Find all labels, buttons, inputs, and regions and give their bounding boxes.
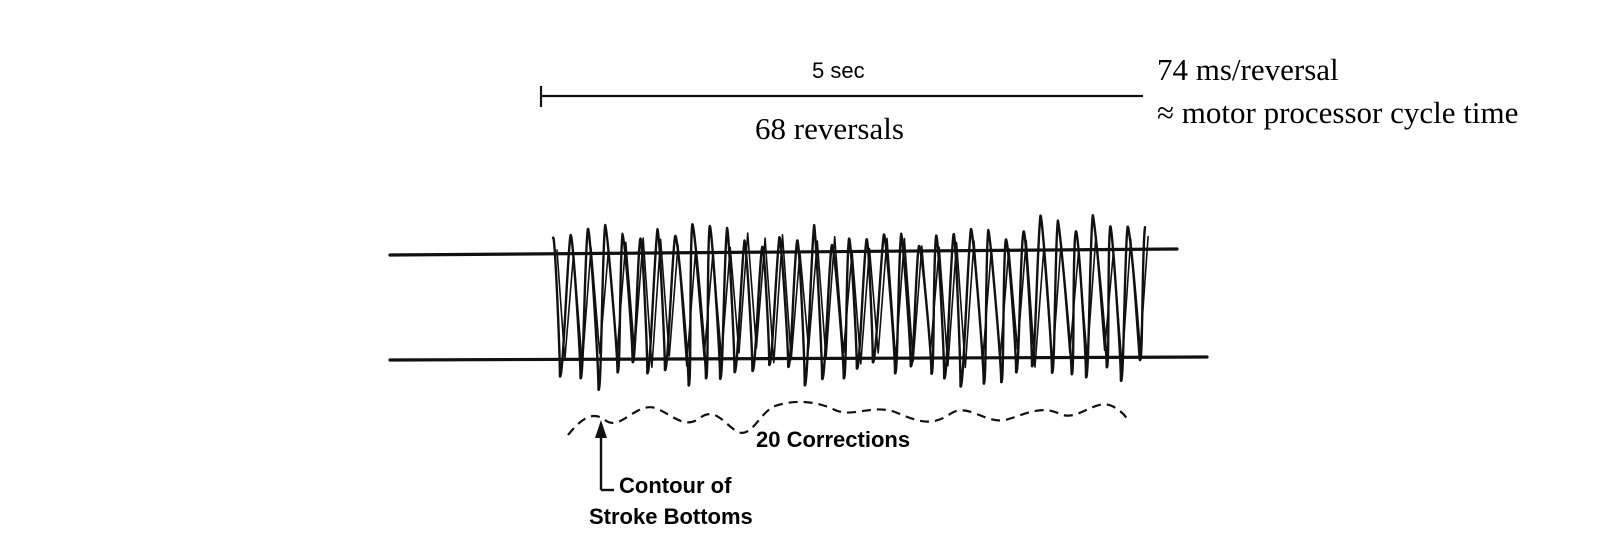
tapping-strokes xyxy=(551,214,1149,391)
stroke-zigzag-overdraw xyxy=(556,232,1149,369)
time-scale-bar xyxy=(539,86,1143,107)
reversals-count-label: 68 reversals xyxy=(755,111,904,146)
contour-label-line1: Contour of xyxy=(619,473,732,498)
arrow-head-icon xyxy=(595,420,607,438)
rate-note-line1: 74 ms/reversal xyxy=(1157,52,1339,87)
time-scale-label: 5 sec xyxy=(812,58,865,83)
corrections-label: 20 Corrections xyxy=(756,427,911,452)
stroke-bottom-contour xyxy=(567,400,1129,436)
rate-note-line2: ≈ motor processor cycle time xyxy=(1157,95,1519,130)
contour-label-line2: Stroke Bottoms xyxy=(589,504,753,529)
